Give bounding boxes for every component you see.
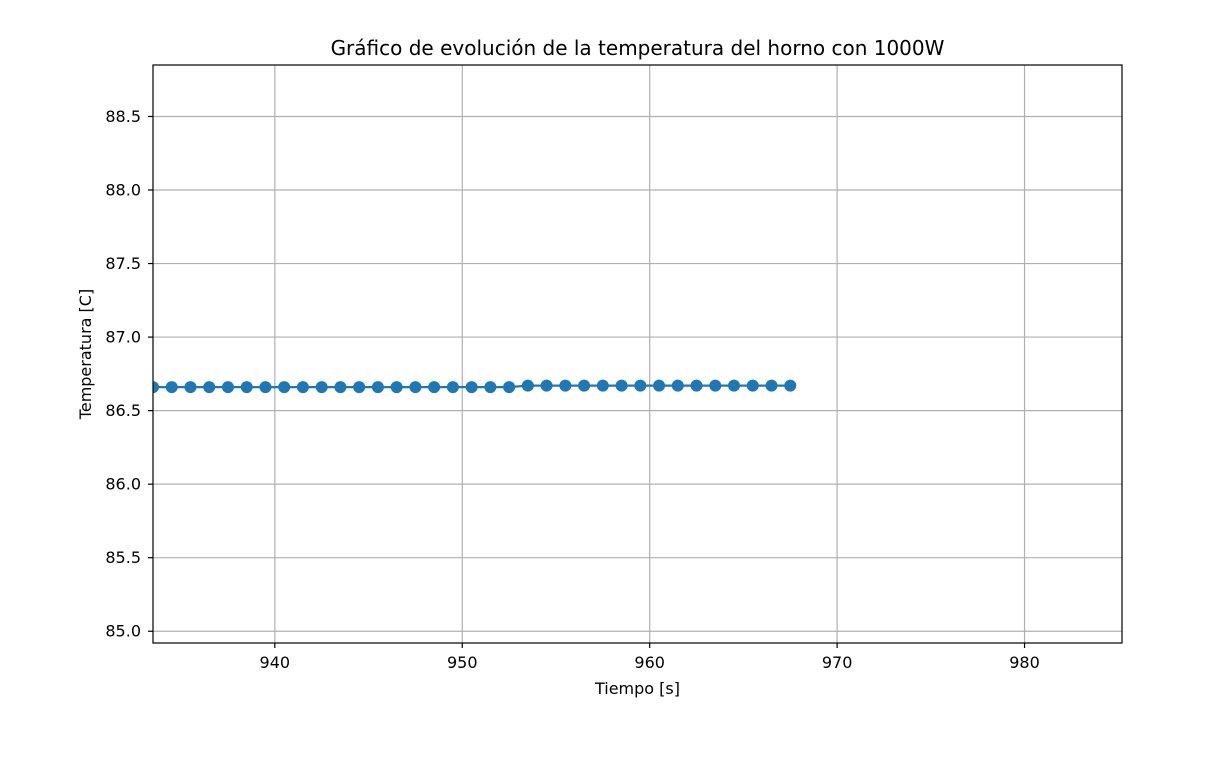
data-point bbox=[390, 381, 403, 394]
data-point bbox=[446, 381, 459, 394]
data-point bbox=[409, 381, 422, 394]
data-point bbox=[728, 379, 741, 392]
data-point bbox=[540, 379, 553, 392]
tick-layer: 940 950 960 970 980 85.0 85.5 86.0 86.5 87.0 87.5 8… bbox=[105, 107, 1039, 672]
grid-layer bbox=[153, 65, 1122, 643]
data-point bbox=[334, 381, 347, 394]
data-point bbox=[165, 381, 178, 394]
y-tick-label: 85.5 bbox=[105, 548, 141, 567]
data-point bbox=[784, 379, 797, 392]
x-tick-label: 960 bbox=[634, 653, 665, 672]
data-point bbox=[259, 381, 272, 394]
data-point bbox=[353, 381, 366, 394]
data-point bbox=[709, 379, 722, 392]
y-tick-label: 88.5 bbox=[105, 107, 141, 126]
x-tick-label: 940 bbox=[260, 653, 291, 672]
data-point bbox=[596, 379, 609, 392]
y-tick-label: 87.0 bbox=[105, 328, 141, 347]
data-point bbox=[521, 379, 534, 392]
data-point bbox=[653, 379, 666, 392]
chart-title: Gráfico de evolución de la temperatura d… bbox=[331, 36, 945, 60]
data-point bbox=[634, 379, 647, 392]
data-point bbox=[153, 381, 159, 394]
data-point bbox=[503, 381, 516, 394]
x-tick-label: 980 bbox=[1009, 653, 1040, 672]
data-point bbox=[296, 381, 309, 394]
data-point bbox=[278, 381, 291, 394]
y-tick-label: 85.0 bbox=[105, 622, 141, 641]
series-group bbox=[153, 379, 797, 394]
data-point bbox=[221, 381, 234, 394]
data-point bbox=[578, 379, 591, 392]
x-tick-label: 970 bbox=[822, 653, 853, 672]
data-point bbox=[746, 379, 759, 392]
data-point bbox=[690, 379, 703, 392]
plot-frame bbox=[152, 64, 1123, 644]
data-point bbox=[240, 381, 253, 394]
data-point bbox=[371, 381, 384, 394]
data-point bbox=[465, 381, 478, 394]
data-point bbox=[615, 379, 628, 392]
data-point bbox=[184, 381, 197, 394]
data-point bbox=[484, 381, 497, 394]
series-layer bbox=[153, 379, 797, 394]
data-point bbox=[203, 381, 216, 394]
data-point bbox=[671, 379, 684, 392]
x-tick-label: 950 bbox=[447, 653, 478, 672]
y-tick-label: 86.5 bbox=[105, 401, 141, 420]
y-tick-label: 87.5 bbox=[105, 254, 141, 273]
y-tick-label: 88.0 bbox=[105, 181, 141, 200]
data-point bbox=[559, 379, 572, 392]
x-axis-label: Tiempo [s] bbox=[594, 679, 680, 698]
data-point bbox=[428, 381, 441, 394]
data-point bbox=[315, 381, 328, 394]
data-point bbox=[765, 379, 778, 392]
y-axis-label: Temperatura [C] bbox=[76, 289, 95, 420]
y-tick-label: 86.0 bbox=[105, 475, 141, 494]
